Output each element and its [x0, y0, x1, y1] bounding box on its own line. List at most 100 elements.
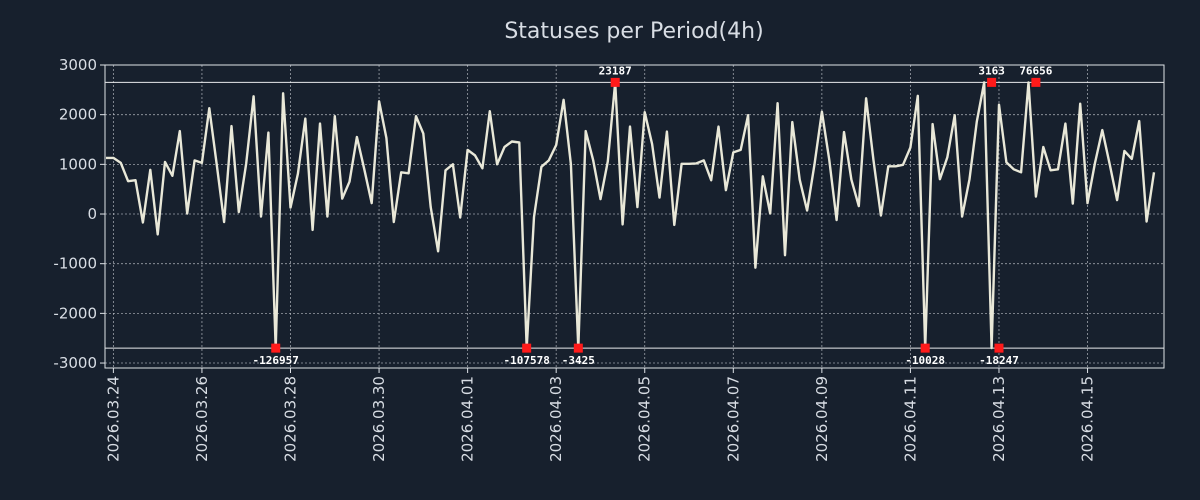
- data-point: [385, 137, 387, 139]
- data-point: [599, 198, 601, 200]
- x-tick-label: 2026.04.07: [724, 376, 742, 462]
- plot-frame: [104, 64, 1165, 369]
- data-point: [216, 163, 218, 165]
- data-point: [407, 172, 409, 174]
- x-tick-label: 2026.04.11: [901, 376, 919, 462]
- data-point: [666, 130, 668, 132]
- data-point: [909, 146, 911, 148]
- data-point: [378, 100, 380, 102]
- data-point: [282, 92, 284, 94]
- outlier-marker: [994, 343, 1004, 353]
- data-point: [1086, 202, 1088, 204]
- data-point: [621, 223, 623, 225]
- data-point: [127, 180, 129, 182]
- data-point: [747, 114, 749, 116]
- data-point: [1057, 168, 1059, 170]
- data-point: [658, 196, 660, 198]
- x-tick-label: 2026.03.28: [282, 376, 300, 462]
- data-point: [297, 173, 299, 175]
- data-point: [466, 149, 468, 151]
- data-point: [688, 163, 690, 165]
- data-point: [732, 151, 734, 153]
- data-point: [134, 179, 136, 181]
- data-point: [710, 179, 712, 181]
- data-point: [319, 122, 321, 124]
- outlier-marker: [610, 77, 620, 87]
- data-point: [894, 165, 896, 167]
- data-point: [821, 110, 823, 112]
- x-tick-label: 2026.04.15: [1079, 376, 1097, 462]
- data-point: [799, 179, 801, 181]
- data-point: [201, 162, 203, 164]
- outlier-label: -18247: [979, 354, 1019, 367]
- data-point: [326, 215, 328, 217]
- data-point: [954, 114, 956, 116]
- data-point: [813, 163, 815, 165]
- y-tick-label: 0: [87, 205, 97, 223]
- data-point: [422, 132, 424, 134]
- data-point: [142, 221, 144, 223]
- data-point: [503, 146, 505, 148]
- data-point: [961, 215, 963, 217]
- data-point: [585, 130, 587, 132]
- data-point: [1101, 129, 1103, 131]
- data-point: [341, 197, 343, 199]
- y-tick-label: 1000: [59, 155, 97, 173]
- data-point: [850, 179, 852, 181]
- data-point: [592, 159, 594, 161]
- data-point: [784, 254, 786, 256]
- y-tick-label: -2000: [53, 304, 97, 322]
- data-point: [444, 169, 446, 171]
- data-point: [511, 140, 513, 142]
- outlier-marker: [920, 343, 930, 353]
- data-point: [629, 125, 631, 127]
- data-point: [1027, 81, 1029, 83]
- data-point: [311, 229, 313, 231]
- data-point: [717, 125, 719, 127]
- x-tick-label: 2026.03.26: [193, 376, 211, 462]
- data-point: [644, 111, 646, 113]
- data-point: [260, 215, 262, 217]
- data-point: [179, 130, 181, 132]
- data-point: [459, 216, 461, 218]
- data-point: [946, 156, 948, 158]
- data-point: [489, 110, 491, 112]
- data-point: [334, 115, 336, 117]
- data-point: [1108, 163, 1110, 165]
- data-point: [304, 117, 306, 119]
- data-point: [452, 163, 454, 165]
- data-point: [651, 143, 653, 145]
- data-point: [902, 164, 904, 166]
- outlier-label: -107578: [503, 354, 549, 367]
- data-point: [496, 163, 498, 165]
- data-point: [562, 99, 564, 101]
- data-point: [754, 266, 756, 268]
- data-point: [252, 95, 254, 97]
- data-point: [939, 178, 941, 180]
- x-tick-label: 2026.04.01: [459, 376, 477, 462]
- data-point: [245, 162, 247, 164]
- data-point: [695, 162, 697, 164]
- data-point: [540, 166, 542, 168]
- outlier-marker: [573, 343, 583, 353]
- data-point: [917, 95, 919, 97]
- data-point: [1005, 161, 1007, 163]
- data-point: [1064, 122, 1066, 124]
- data-point: [931, 123, 933, 125]
- data-point: [1131, 158, 1133, 160]
- outlier-label: 76656: [1019, 64, 1052, 77]
- data-point: [1035, 195, 1037, 197]
- data-point: [149, 169, 151, 171]
- data-point: [880, 214, 882, 216]
- data-point: [548, 159, 550, 161]
- outlier-marker: [271, 343, 281, 353]
- data-point: [164, 161, 166, 163]
- data-point: [680, 163, 682, 165]
- data-point: [1072, 202, 1074, 204]
- data-point: [555, 144, 557, 146]
- data-point: [1116, 199, 1118, 201]
- data-point: [1013, 168, 1015, 170]
- data-point: [769, 212, 771, 214]
- data-point: [1042, 146, 1044, 148]
